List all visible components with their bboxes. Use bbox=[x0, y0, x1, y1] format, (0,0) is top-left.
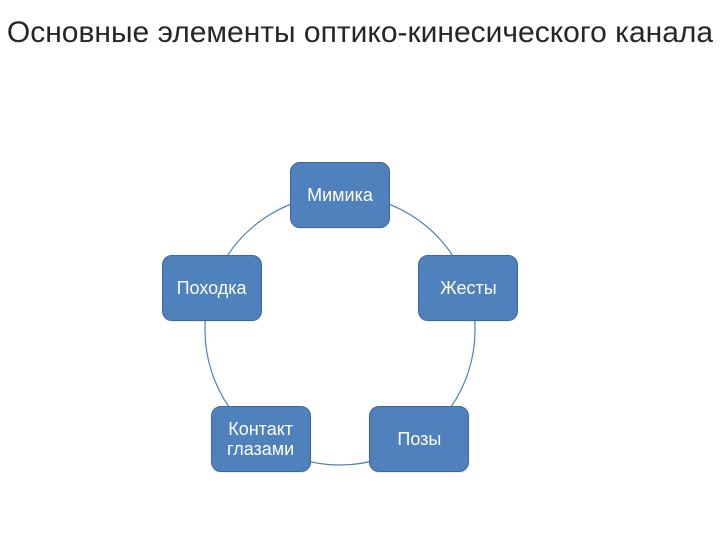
cycle-arc bbox=[205, 321, 237, 417]
cycle-node: Походка bbox=[162, 255, 262, 321]
cycle-node-label: Мимика bbox=[307, 185, 373, 206]
cycle-node: Позы bbox=[369, 406, 469, 472]
slide-title: Основные элементы оптико-кинесического к… bbox=[0, 14, 720, 52]
slide: Основные элементы оптико-кинесического к… bbox=[0, 0, 720, 540]
cycle-node-label: Жесты bbox=[440, 278, 497, 299]
cycle-node: Контакт глазами bbox=[211, 406, 311, 472]
cycle-node: Жесты bbox=[418, 255, 518, 321]
cycle-node-label: Походка bbox=[177, 278, 247, 299]
cycle-node: Мимика bbox=[290, 162, 390, 228]
cycle-ring bbox=[0, 0, 720, 540]
cycle-arc bbox=[443, 321, 475, 417]
cycle-node-label: Позы bbox=[397, 429, 441, 450]
cycle-node-label: Контакт глазами bbox=[218, 419, 304, 460]
